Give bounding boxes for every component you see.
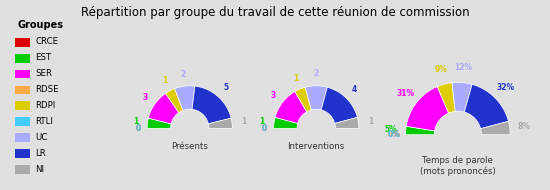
Text: 4: 4 xyxy=(352,85,358,94)
Text: 32%: 32% xyxy=(497,83,515,92)
Text: 1: 1 xyxy=(260,117,265,126)
Polygon shape xyxy=(481,121,510,135)
Text: Groupes: Groupes xyxy=(17,20,63,30)
Text: 2: 2 xyxy=(180,70,186,79)
Text: 0: 0 xyxy=(262,124,267,133)
FancyBboxPatch shape xyxy=(15,149,30,158)
FancyBboxPatch shape xyxy=(15,117,30,126)
Text: 1: 1 xyxy=(133,117,138,126)
Text: RDPI: RDPI xyxy=(36,101,56,110)
Text: 8%: 8% xyxy=(518,122,531,131)
Text: 3: 3 xyxy=(142,93,147,102)
Text: Interventions: Interventions xyxy=(288,142,345,151)
Text: EST: EST xyxy=(36,53,52,62)
Text: 5: 5 xyxy=(223,83,228,92)
FancyBboxPatch shape xyxy=(15,165,30,174)
FancyBboxPatch shape xyxy=(15,133,30,142)
Polygon shape xyxy=(335,117,359,128)
Polygon shape xyxy=(305,86,327,110)
Text: 0%: 0% xyxy=(388,130,400,139)
Text: UC: UC xyxy=(36,133,48,142)
Text: Temps de parole
(mots prononcés): Temps de parole (mots prononcés) xyxy=(420,156,496,176)
Text: RTLI: RTLI xyxy=(36,117,53,126)
Text: CRCE: CRCE xyxy=(36,37,59,46)
Text: 3: 3 xyxy=(271,91,276,100)
Polygon shape xyxy=(295,87,311,112)
FancyBboxPatch shape xyxy=(15,70,30,78)
Text: 5%: 5% xyxy=(385,125,398,134)
Polygon shape xyxy=(274,117,298,128)
FancyBboxPatch shape xyxy=(15,86,30,94)
Text: Présents: Présents xyxy=(171,142,208,151)
FancyBboxPatch shape xyxy=(15,38,30,47)
Text: 1: 1 xyxy=(162,76,167,85)
Polygon shape xyxy=(406,87,449,131)
Polygon shape xyxy=(166,89,183,113)
Polygon shape xyxy=(321,87,358,124)
Text: LR: LR xyxy=(36,149,46,158)
Polygon shape xyxy=(464,84,508,129)
Polygon shape xyxy=(175,86,195,110)
Text: SER: SER xyxy=(36,69,53,78)
Polygon shape xyxy=(437,83,455,113)
Text: 0%: 0% xyxy=(388,130,400,139)
Text: 2: 2 xyxy=(314,69,319,78)
Text: 12%: 12% xyxy=(454,63,472,72)
Text: 0%: 0% xyxy=(388,130,400,139)
FancyBboxPatch shape xyxy=(15,54,30,63)
Polygon shape xyxy=(275,92,307,124)
Polygon shape xyxy=(405,126,434,135)
Polygon shape xyxy=(452,82,472,112)
Text: 0: 0 xyxy=(135,124,140,133)
Polygon shape xyxy=(208,118,232,128)
Text: 0: 0 xyxy=(135,124,140,133)
Text: 0: 0 xyxy=(262,124,267,133)
Polygon shape xyxy=(148,93,179,124)
Text: NI: NI xyxy=(36,165,45,173)
Polygon shape xyxy=(147,118,171,128)
Text: 0: 0 xyxy=(135,124,140,133)
Text: 1: 1 xyxy=(367,117,373,126)
Text: 1: 1 xyxy=(241,117,246,126)
FancyBboxPatch shape xyxy=(15,101,30,110)
Polygon shape xyxy=(192,86,231,124)
Text: 1: 1 xyxy=(293,74,298,82)
Text: 9%: 9% xyxy=(434,66,447,74)
Text: RDSE: RDSE xyxy=(36,85,59,94)
Text: 31%: 31% xyxy=(396,89,414,98)
Text: 0: 0 xyxy=(262,124,267,133)
Text: Répartition par groupe du travail de cette réunion de commission: Répartition par groupe du travail de cet… xyxy=(81,6,469,19)
